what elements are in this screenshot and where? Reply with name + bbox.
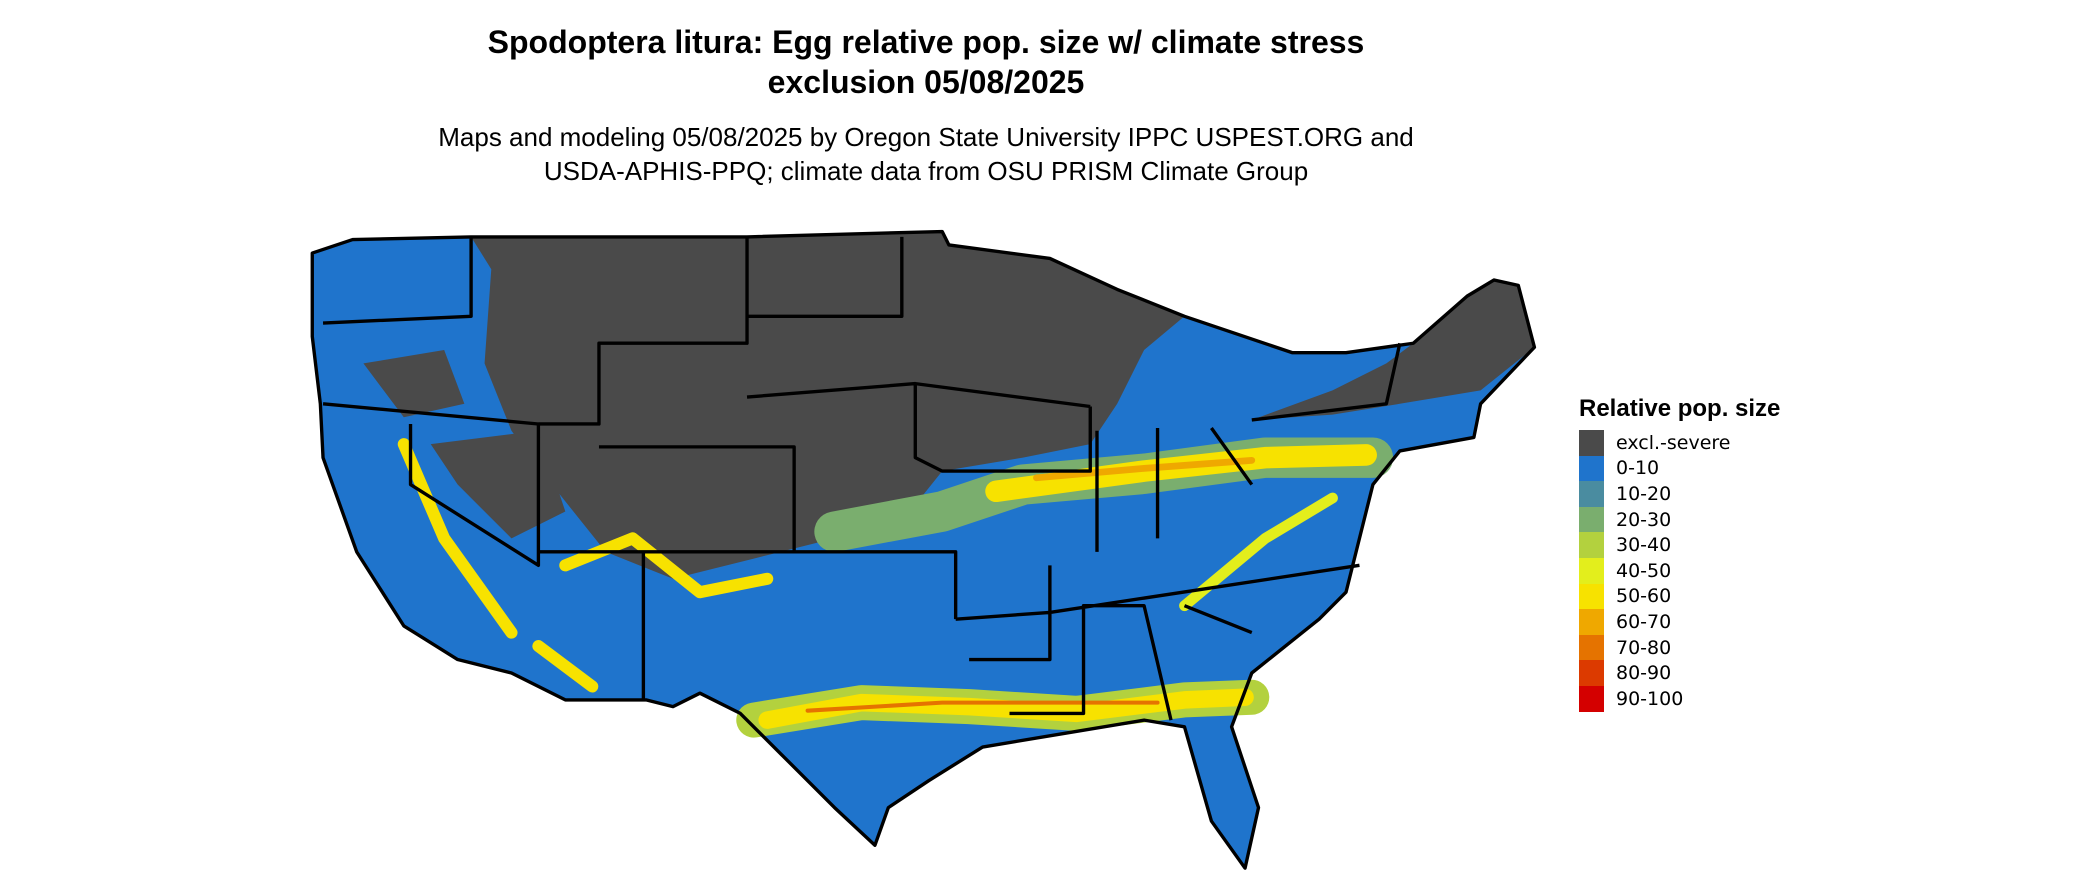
legend-items: excl.-severe 0-10 10-20 20-30 30-40 40-50 50-6…: [1579, 430, 1780, 712]
legend-item: 0-10: [1579, 455, 1780, 482]
legend-item: 10-20: [1579, 481, 1780, 507]
excluded-north: [471, 231, 1185, 579]
legend-swatch: [1579, 685, 1604, 712]
legend-label: 0-10: [1616, 457, 1660, 480]
legend-label: 40-50: [1616, 559, 1672, 582]
map-title: Spodoptera litura: Egg relative pop. siz…: [487, 24, 1365, 100]
risk-bands: [397, 437, 1394, 738]
legend-item: 40-50: [1579, 557, 1780, 584]
legend-label: 80-90: [1616, 662, 1672, 685]
legend-item: 90-100: [1579, 685, 1780, 712]
legend-label: 30-40: [1616, 534, 1672, 557]
legend-label: 60-70: [1616, 610, 1672, 633]
legend-item: 20-30: [1579, 506, 1780, 533]
excluded-northeast: [1251, 279, 1535, 420]
legend-item: 80-90: [1579, 660, 1780, 686]
legend-item: 60-70: [1579, 609, 1780, 635]
excluded-west: [363, 349, 566, 539]
legend-swatch: [1579, 634, 1604, 661]
legend-swatch: [1579, 532, 1604, 558]
legend-label: 20-30: [1616, 508, 1672, 531]
legend: Relative pop. size excl.-severe 0-10 10-20…: [1579, 394, 1780, 712]
legend-swatch: [1579, 430, 1604, 456]
state-borders: [310, 229, 1537, 870]
legend-swatch: [1579, 660, 1604, 686]
map-subtitle: Maps and modeling 05/08/2025 by Oregon S…: [438, 122, 1414, 186]
legend-label: 10-20: [1616, 482, 1672, 505]
legend-label: excl.-severe: [1616, 431, 1731, 454]
legend-label: 70-80: [1616, 636, 1672, 659]
legend-item: 30-40: [1579, 532, 1780, 558]
legend-title: Relative pop. size: [1579, 395, 1781, 422]
legend-item: excl.-severe: [1579, 430, 1780, 456]
legend-label: 50-60: [1616, 585, 1672, 608]
legend-swatch: [1579, 557, 1604, 584]
legend-item: 50-60: [1579, 583, 1780, 610]
legend-swatch: [1579, 609, 1604, 635]
legend-swatch: [1579, 506, 1604, 533]
legend-item: 70-80: [1579, 634, 1780, 661]
legend-label: 90-100: [1616, 687, 1684, 710]
legend-swatch: [1579, 481, 1604, 507]
legend-swatch: [1579, 583, 1604, 610]
legend-swatch: [1579, 455, 1604, 482]
